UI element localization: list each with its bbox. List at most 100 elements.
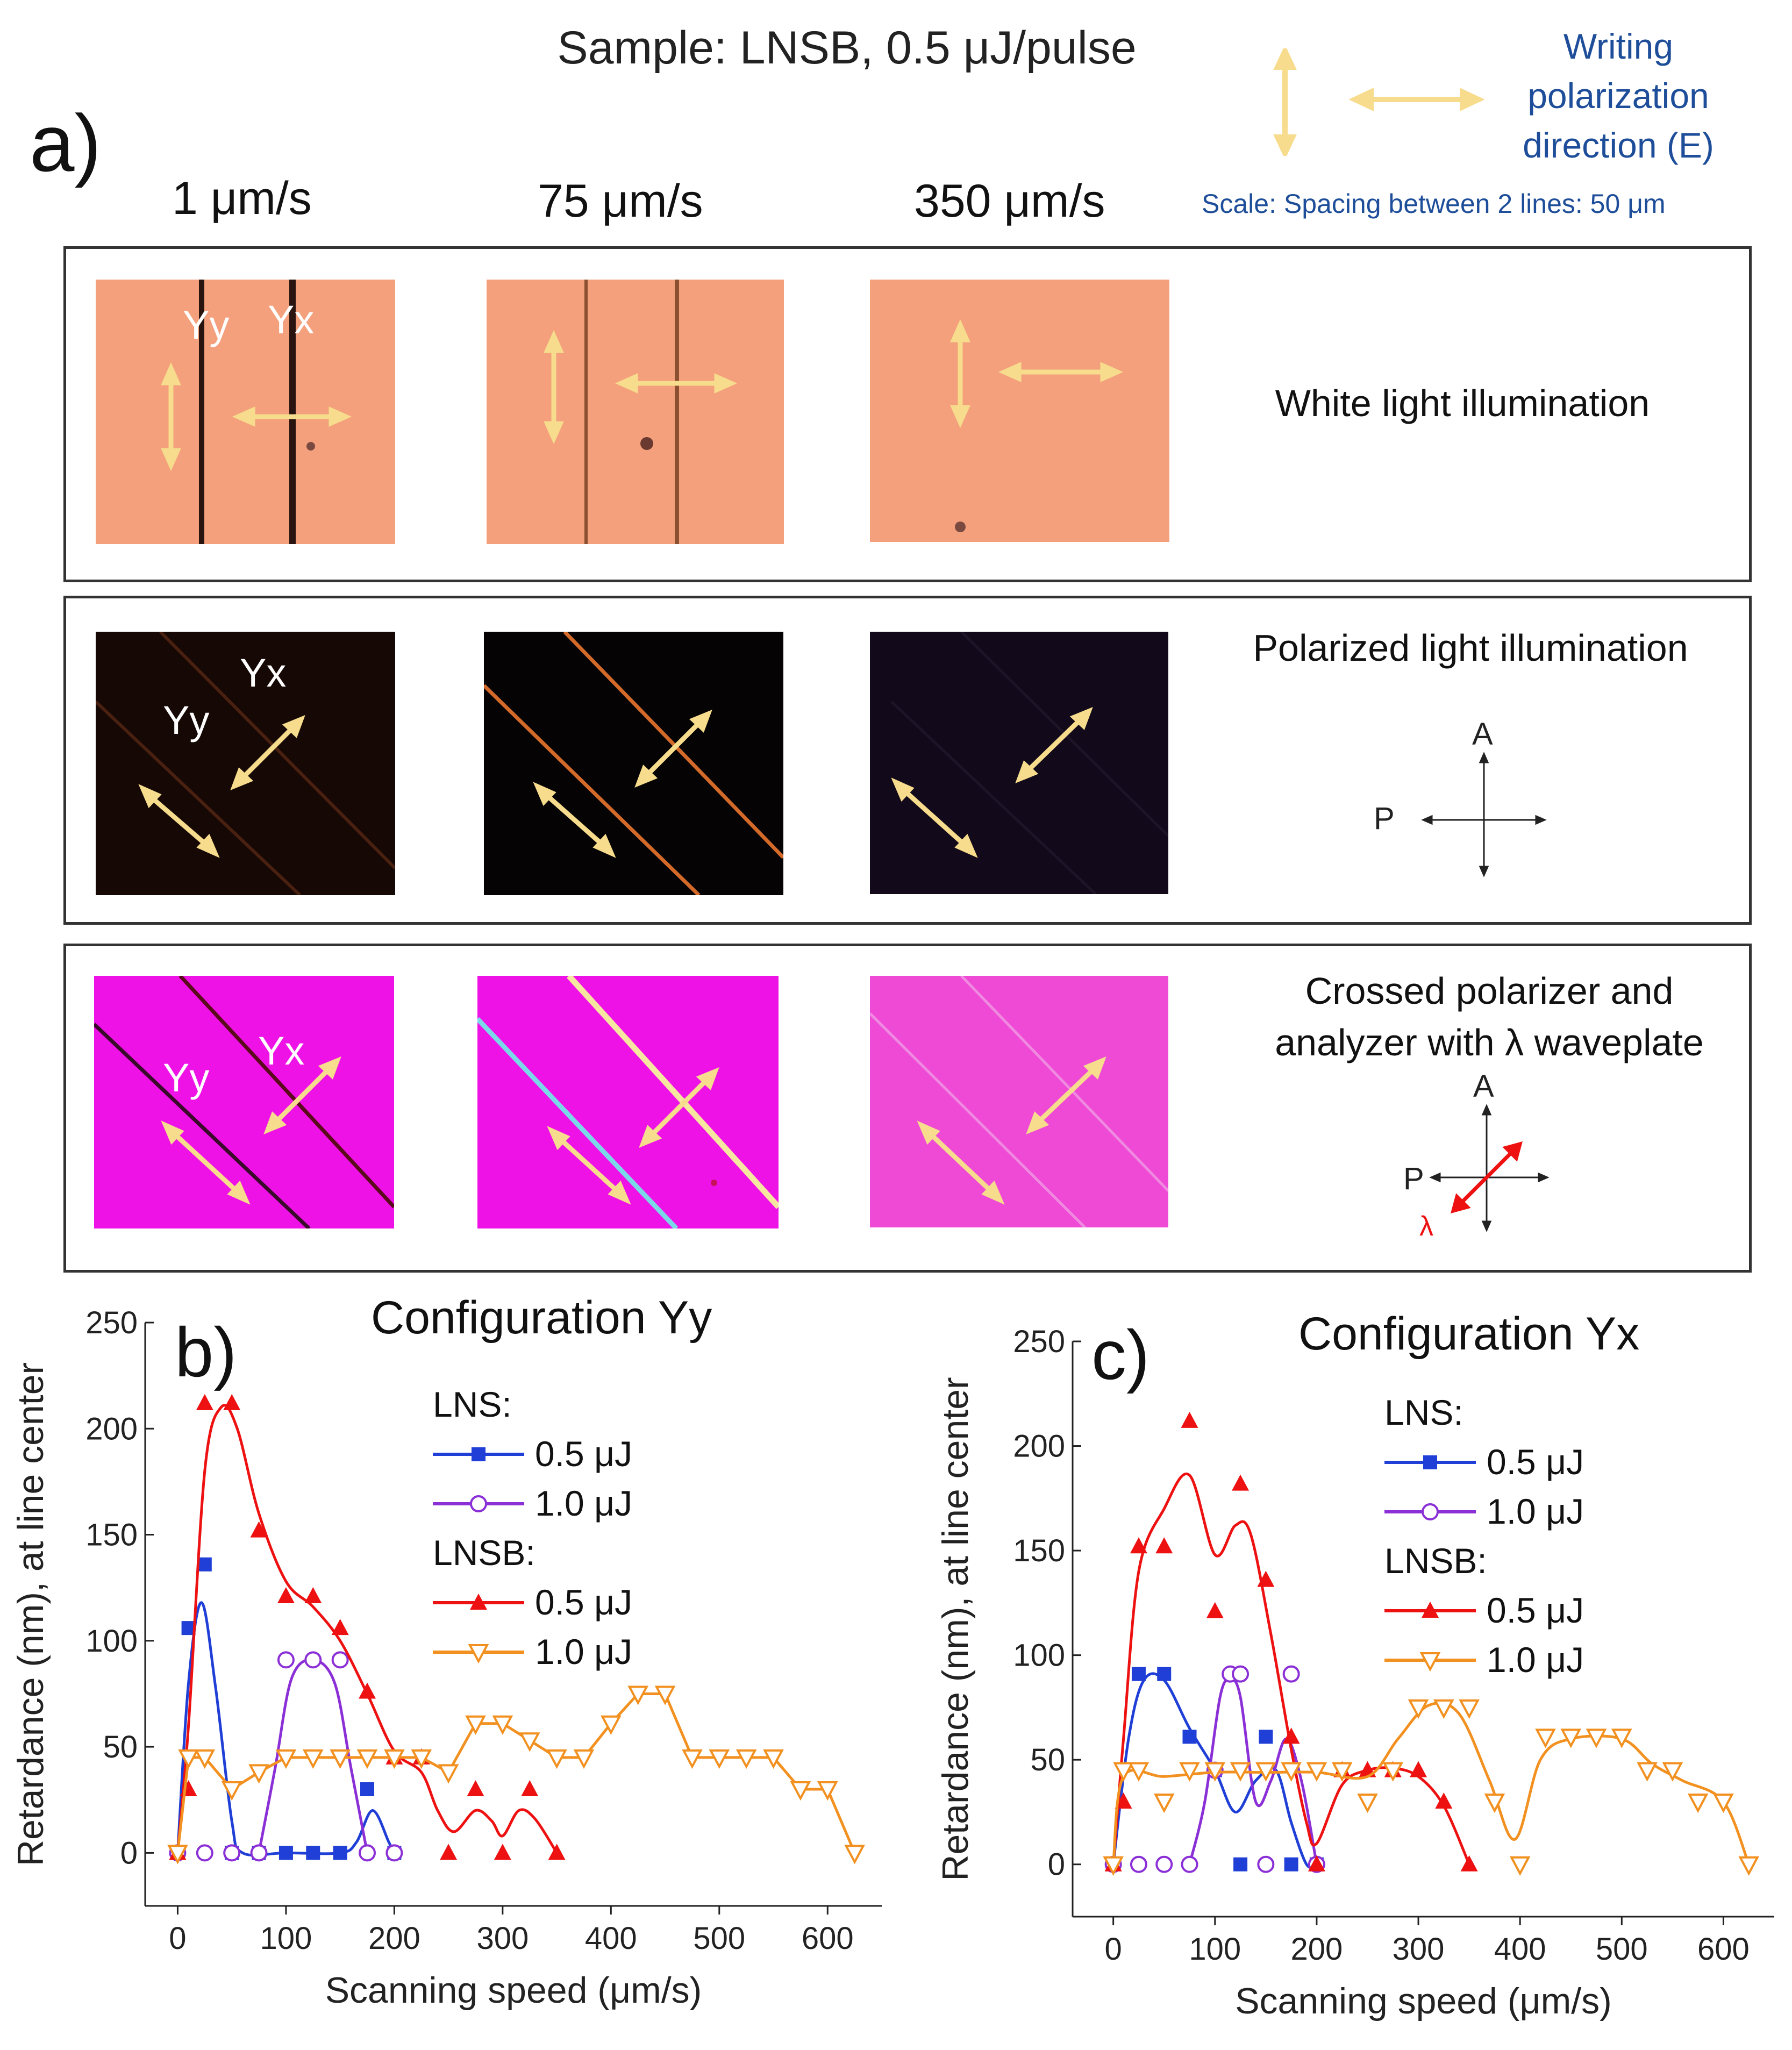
legend-group-label: LNSB: <box>1384 1541 1487 1581</box>
data-point <box>178 1749 199 1769</box>
data-point <box>1206 1602 1224 1618</box>
x-tick-label: 400 <box>1494 1932 1546 1967</box>
lambda-label: λ <box>1419 1211 1433 1242</box>
y-tick-label: 50 <box>1030 1742 1065 1777</box>
data-point <box>467 1780 484 1796</box>
scale-note: Scale: Spacing between 2 lines: 50 μm <box>1202 189 1666 219</box>
legend-marker <box>472 1447 486 1461</box>
data-point <box>302 1749 324 1769</box>
data-point <box>1179 1762 1200 1782</box>
data-point <box>385 1844 403 1862</box>
data-point <box>1257 1855 1275 1873</box>
y-tick-label: 200 <box>1013 1429 1065 1464</box>
y-tick-label: 150 <box>85 1518 138 1553</box>
data-point <box>1410 1761 1427 1777</box>
x-tick-label: 200 <box>368 1921 420 1956</box>
x-tick-label: 600 <box>802 1921 854 1956</box>
series-line <box>1112 1473 1470 1865</box>
row-caption-waveplate: Crossed polarizer and analyzer with λ wa… <box>1210 965 1769 1068</box>
data-point <box>250 1844 268 1862</box>
x-tick-label: 300 <box>1393 1932 1445 1967</box>
axis-p-label: P <box>1374 801 1395 836</box>
x-tick-label: 200 <box>1291 1932 1343 1967</box>
data-point <box>221 1781 242 1801</box>
x-tick-label: 100 <box>260 1921 312 1956</box>
data-point <box>331 1619 349 1635</box>
data-point <box>1687 1794 1709 1813</box>
row-caption-line: analyzer with λ waveplate <box>1275 1022 1704 1063</box>
row-caption-polarized: Polarized light illumination <box>1253 627 1688 669</box>
data-point <box>1233 1857 1248 1872</box>
label-yx: Yx <box>258 1028 304 1073</box>
writing-legend-line: Writing <box>1563 26 1674 66</box>
data-point <box>1257 1570 1275 1587</box>
data-point <box>600 1715 622 1735</box>
series-line <box>176 1404 558 1854</box>
data-point <box>1232 1474 1250 1491</box>
x-tick-label: 0 <box>1105 1932 1122 1967</box>
legend-entry-label: 0.5 μJ <box>535 1434 632 1474</box>
writing-arrows-icon <box>1273 45 1485 160</box>
data-point <box>1115 1792 1132 1809</box>
x-tick-label: 600 <box>1697 1932 1750 1967</box>
data-point <box>304 1587 322 1603</box>
data-point <box>1433 1699 1454 1719</box>
data-point <box>1460 1855 1478 1872</box>
legend-marker <box>470 1495 487 1512</box>
data-point <box>330 1749 351 1769</box>
data-point <box>250 1521 268 1538</box>
y-tick-label: 0 <box>120 1835 138 1870</box>
writing-legend: Writing polarization direction (E) <box>1511 22 1726 170</box>
chart-configuration-yy: 0 50 100 150 200 250 0 100 200 300 400 500 600 Scanni… <box>10 1292 882 2011</box>
data-point <box>519 1732 540 1752</box>
data-point <box>627 1685 649 1705</box>
y-tick-label: 150 <box>1013 1533 1065 1568</box>
polarizer-axes-diagram: A P <box>1355 704 1581 887</box>
data-point <box>197 1557 212 1572</box>
legend-marker <box>1419 1652 1441 1672</box>
data-point <box>521 1780 539 1796</box>
x-tick-label: 300 <box>476 1921 529 1956</box>
white-light-frame <box>63 246 1752 582</box>
data-point <box>1713 1794 1734 1813</box>
legend-group-label: LNSB: <box>433 1533 536 1573</box>
legend-entry-label: 1.0 μJ <box>1487 1640 1584 1680</box>
data-point <box>275 1749 297 1769</box>
data-point <box>1255 1762 1276 1782</box>
data-point <box>546 1749 567 1769</box>
polarizer-axes-icon: A P <box>1374 717 1547 877</box>
x-tick-label: 0 <box>169 1921 186 1956</box>
series-line <box>176 1601 396 1857</box>
data-point <box>248 1764 269 1784</box>
y-tick-label: 50 <box>103 1730 138 1765</box>
data-point <box>1306 1762 1327 1782</box>
data-point <box>1157 1667 1172 1681</box>
writing-polarization-arrows <box>1253 45 1495 160</box>
data-point <box>1586 1728 1607 1748</box>
writing-legend-line: direction (E) <box>1523 125 1714 165</box>
polarized-frame <box>63 596 1752 925</box>
data-point <box>194 1749 216 1769</box>
data-point <box>494 1844 511 1860</box>
data-point <box>304 1651 322 1669</box>
micrograph-white-75 <box>487 280 784 544</box>
x-tick-label: 100 <box>1189 1932 1241 1967</box>
legend-marker <box>470 1594 487 1610</box>
data-point <box>736 1749 757 1769</box>
figure-title: Sample: LNSB, 0.5 μJ/pulse <box>557 22 1137 74</box>
data-point <box>356 1749 378 1769</box>
speed-label: 75 μm/s <box>538 175 703 227</box>
data-point <box>1308 1855 1325 1872</box>
data-point <box>1535 1728 1556 1748</box>
micrograph-white-350 <box>870 280 1169 542</box>
data-point <box>1284 1857 1298 1872</box>
chart-configuration-yx: 0 50 100 150 200 250 0 100 200 300 400 500 600 Scanni… <box>935 1308 1774 2022</box>
data-point <box>1155 1855 1173 1873</box>
micrograph-pol-350 <box>870 632 1168 894</box>
data-point <box>1459 1699 1480 1719</box>
data-point <box>1230 1762 1251 1782</box>
series-line <box>176 1692 856 1854</box>
data-point <box>763 1749 784 1769</box>
data-point <box>359 1682 376 1699</box>
micrograph-wave-350 <box>870 976 1168 1227</box>
